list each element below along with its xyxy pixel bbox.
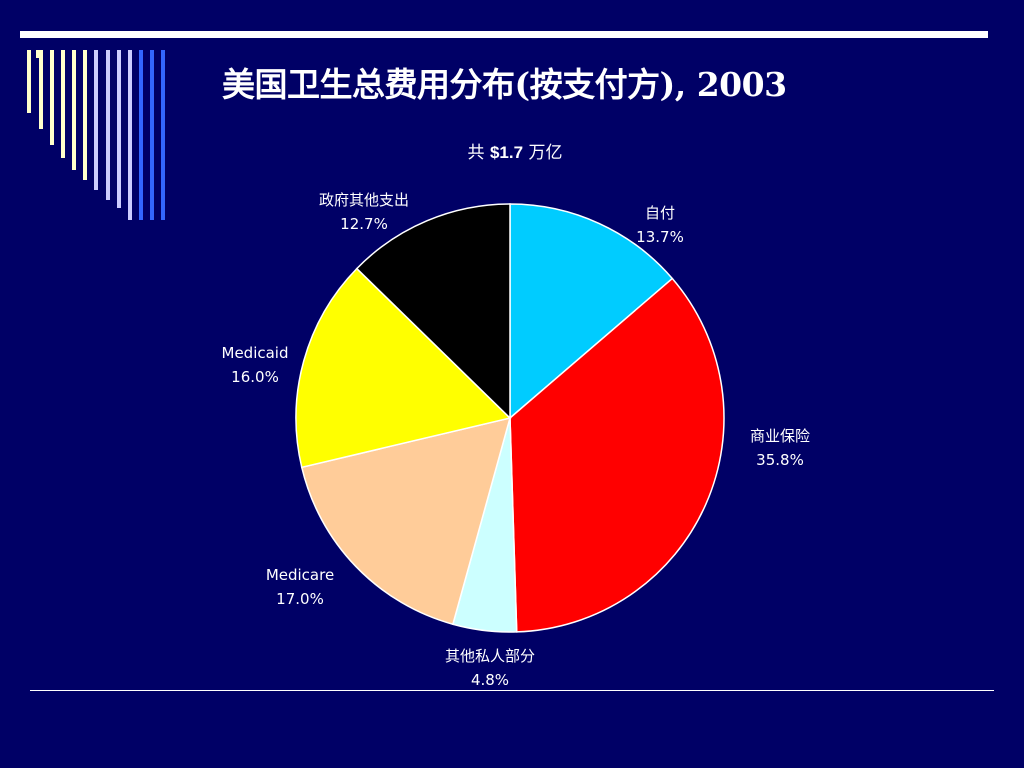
deco-bar	[94, 50, 98, 190]
subtitle-amount: $1.7	[489, 143, 524, 162]
pie-slice	[295, 267, 512, 469]
deco-bar	[117, 50, 121, 208]
subtitle-suffix: 万亿	[528, 143, 563, 163]
subtitle-prefix: 共	[467, 143, 485, 163]
slice-value-label: 12.7%	[340, 215, 388, 233]
deco-bar	[39, 50, 43, 129]
pie-chart: 自付 13.7% 商业保险 35.8% 其他私人部分 4.8% Medicare 17.0% M…	[222, 191, 811, 689]
deco-bar	[83, 50, 87, 180]
deco-bar	[50, 50, 54, 145]
slice-value-label: 4.8%	[471, 671, 509, 689]
top-rule	[20, 31, 988, 38]
deco-bar	[139, 50, 143, 220]
deco-bar	[106, 50, 110, 200]
pie-slice	[300, 416, 512, 626]
slice-value-label: 35.8%	[756, 451, 804, 469]
deco-tick	[36, 50, 39, 58]
decorative-bars	[27, 50, 165, 220]
slice-value-label: 16.0%	[231, 368, 279, 386]
slice-category-label: 自付	[645, 204, 675, 222]
pie-slice	[509, 277, 725, 633]
deco-bar	[61, 50, 65, 158]
slide-title: 美国卫生总费用分布(按支付方), 2003	[222, 65, 787, 104]
deco-bar	[161, 50, 165, 220]
deco-tick	[27, 50, 30, 58]
slice-category-label: 其他私人部分	[445, 647, 535, 665]
pie-slice	[355, 203, 511, 420]
deco-bar	[27, 50, 31, 113]
bottom-rule	[30, 690, 994, 691]
slice-category-label: 商业保险	[750, 427, 810, 445]
slice-category-label: 政府其他支出	[319, 191, 409, 209]
deco-bar	[128, 50, 132, 220]
deco-bar	[150, 50, 154, 220]
deco-bar	[72, 50, 76, 170]
chart-subtitle: 共 $1.7 万亿	[410, 138, 620, 163]
slice-category-label: Medicare	[266, 566, 334, 584]
pie-slice	[509, 203, 674, 420]
slice-value-label: 13.7%	[636, 228, 684, 246]
slice-value-label: 17.0%	[276, 590, 324, 608]
slice-category-label: Medicaid	[222, 344, 289, 362]
